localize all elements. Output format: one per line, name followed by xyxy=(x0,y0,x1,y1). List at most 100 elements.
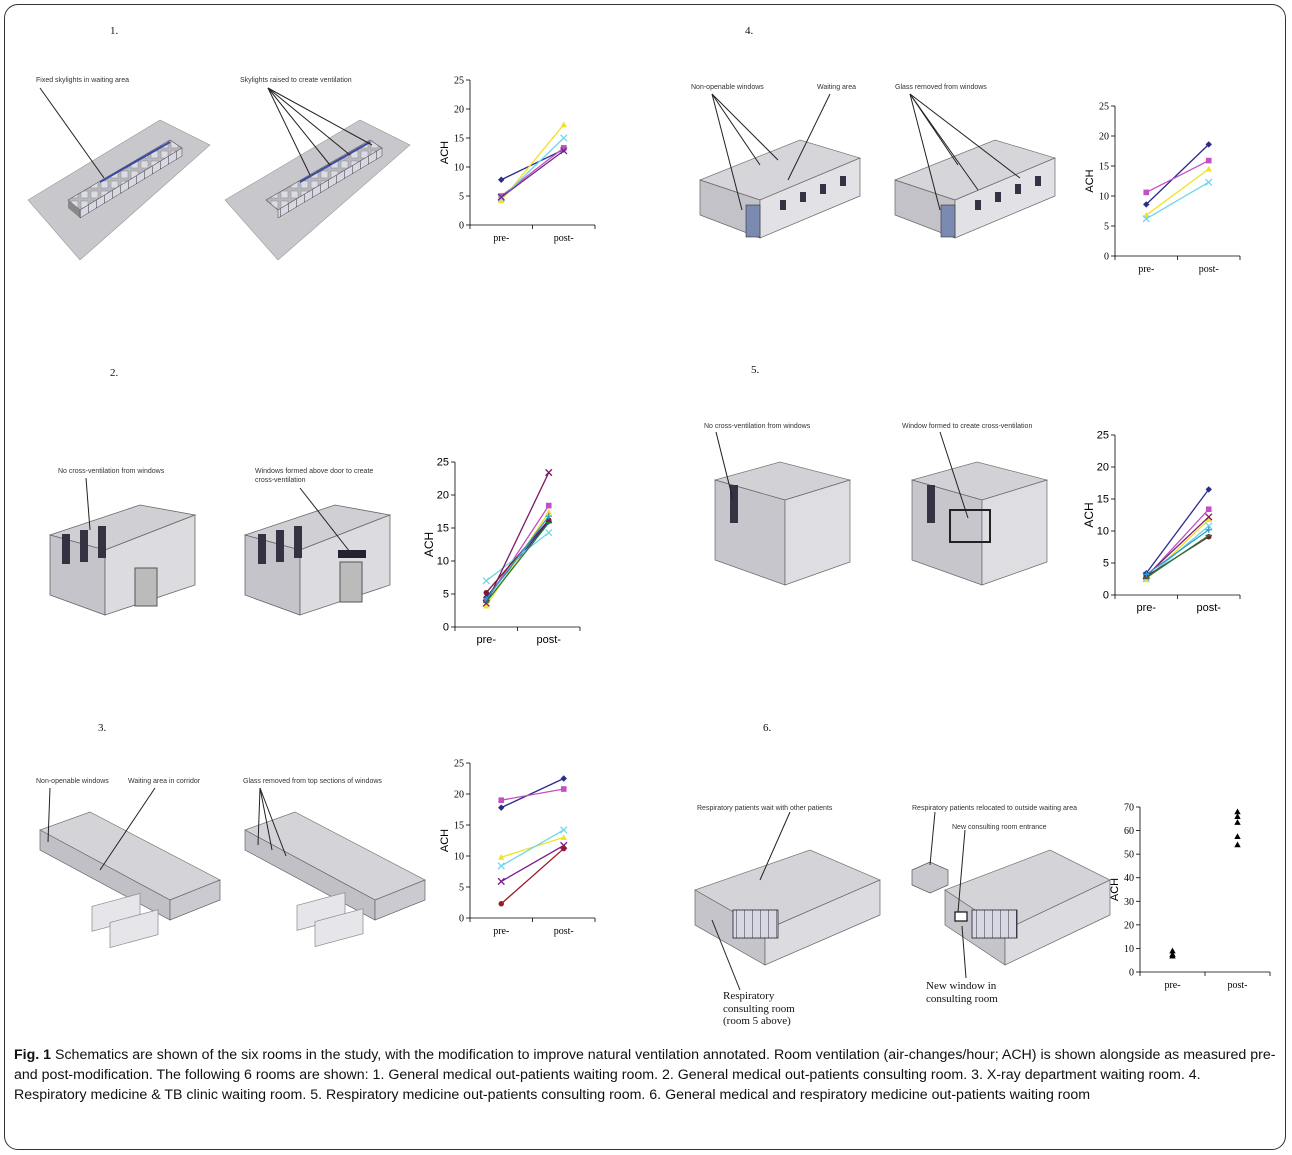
series-line xyxy=(500,137,565,199)
series-5 xyxy=(498,845,567,907)
annotation-2a: No cross-ventilation from windows xyxy=(58,468,165,475)
label-line-5: consulting room xyxy=(926,992,998,1005)
y-tick-label: 60 xyxy=(1124,826,1134,837)
series-0 xyxy=(498,775,567,811)
series-3 xyxy=(497,826,568,870)
series-line xyxy=(1145,529,1210,576)
y-tick-label: 25 xyxy=(1099,102,1109,113)
y-tick-label: 5 xyxy=(443,589,449,601)
y-tick-label: 10 xyxy=(1124,944,1134,955)
data-point xyxy=(1234,833,1241,840)
series-line xyxy=(485,515,550,600)
y-tick-label: 50 xyxy=(1124,850,1134,861)
schematic-6-post xyxy=(911,811,1111,979)
schematic-3-pre xyxy=(39,787,221,948)
data-point xyxy=(1234,841,1241,848)
series-line xyxy=(500,150,565,198)
y-tick-label: 5 xyxy=(1104,222,1109,233)
schematic-5-pre xyxy=(713,431,852,586)
y-axis-label: ACH xyxy=(1082,502,1096,527)
annotation-1b: Skylights raised to create ventilation xyxy=(240,77,352,84)
data-point xyxy=(545,508,552,515)
y-tick-label: 25 xyxy=(1097,430,1109,442)
annotation-2c: cross-ventilation xyxy=(255,477,306,484)
data-point xyxy=(1205,513,1213,521)
data-point xyxy=(560,134,568,142)
series-1 xyxy=(498,786,567,803)
y-tick-label: 0 xyxy=(459,221,464,232)
data-point xyxy=(560,147,568,155)
data-point xyxy=(560,786,567,792)
data-point xyxy=(498,804,505,811)
annotation-1a: Fixed skylights in waiting area xyxy=(36,77,129,84)
label-line-2: consulting room xyxy=(723,1002,795,1015)
panel-number-3: 3. xyxy=(98,722,107,734)
series-2 xyxy=(483,508,552,609)
annotation-2b: Windows formed above door to create xyxy=(255,468,374,475)
data-point xyxy=(483,589,489,596)
data-point xyxy=(1143,189,1150,196)
y-axis-label: ACH xyxy=(439,141,451,164)
data-point xyxy=(545,468,553,477)
panel-number-2: 2. xyxy=(110,367,119,379)
x-tick-label: post- xyxy=(554,926,574,937)
schematic-3-post xyxy=(244,787,426,948)
annotation-4b: Waiting area xyxy=(817,84,857,91)
data-point xyxy=(498,176,505,183)
caption-text: Schematics are shown of the six rooms in… xyxy=(14,1047,1276,1104)
schematic-4-pre xyxy=(698,93,862,239)
annotation-6b: Respiratory patients relocated to outsid… xyxy=(912,805,1077,812)
y-tick-label: 0 xyxy=(1129,968,1134,979)
data-point xyxy=(1143,571,1150,578)
schematics xyxy=(27,87,1111,991)
series-line xyxy=(500,829,565,867)
x-tick-label: post- xyxy=(554,233,574,244)
chart-panel-2: 0 5 10 15 20 25 pre-post- ACH xyxy=(422,457,581,646)
chart-panel-4: 0 5 10 15 20 25 pre-post- ACH xyxy=(1084,102,1241,275)
data-point xyxy=(1143,201,1150,208)
series-2 xyxy=(498,834,567,860)
data-point xyxy=(1234,813,1241,819)
y-axis-label: ACH xyxy=(1109,878,1121,901)
data-point xyxy=(1234,808,1241,815)
series-line xyxy=(500,149,565,181)
series-0 xyxy=(1143,141,1212,208)
y-axis-label: ACH xyxy=(422,532,436,557)
data-point xyxy=(498,901,504,907)
x-tick-label: pre- xyxy=(493,233,509,244)
series-line xyxy=(1145,160,1210,193)
label-line-3: (room 5 above) xyxy=(723,1015,791,1028)
x-tick-label: pre- xyxy=(493,926,509,937)
data-point xyxy=(560,826,568,834)
series-line xyxy=(1145,181,1210,220)
y-tick-label: 15 xyxy=(437,523,449,535)
x-tick-label: pre- xyxy=(1136,602,1156,614)
x-tick-label: post- xyxy=(1228,980,1248,991)
series-line xyxy=(501,788,564,801)
data-point xyxy=(560,834,567,840)
annotation-3c: Glass removed from top sections of windo… xyxy=(243,778,382,785)
annotation-3b: Waiting area in corridor xyxy=(128,778,201,785)
x-tick-label: post- xyxy=(537,634,562,646)
series-3 xyxy=(497,134,568,202)
data-point xyxy=(1205,526,1212,533)
annotation-4c: Glass removed from windows xyxy=(895,84,987,91)
series-line xyxy=(500,848,565,905)
annotation-3a: Non-openable windows xyxy=(36,778,109,785)
data-point xyxy=(560,775,567,782)
series-6 xyxy=(1143,526,1212,578)
y-tick-label: 10 xyxy=(1097,526,1109,538)
data-point xyxy=(1205,157,1212,164)
series-0 xyxy=(498,146,567,183)
y-tick-label: 20 xyxy=(1099,132,1109,143)
data-point xyxy=(498,197,505,204)
label-line-1: Respiratory xyxy=(723,990,775,1002)
series-line xyxy=(1145,534,1210,579)
y-tick-label: 5 xyxy=(459,192,464,203)
series-line xyxy=(485,472,550,604)
y-tick-label: 10 xyxy=(437,556,449,568)
series-line xyxy=(500,777,565,809)
figure-frame xyxy=(4,4,1286,1150)
data-point xyxy=(483,602,490,609)
y-tick-label: 30 xyxy=(1124,897,1134,908)
